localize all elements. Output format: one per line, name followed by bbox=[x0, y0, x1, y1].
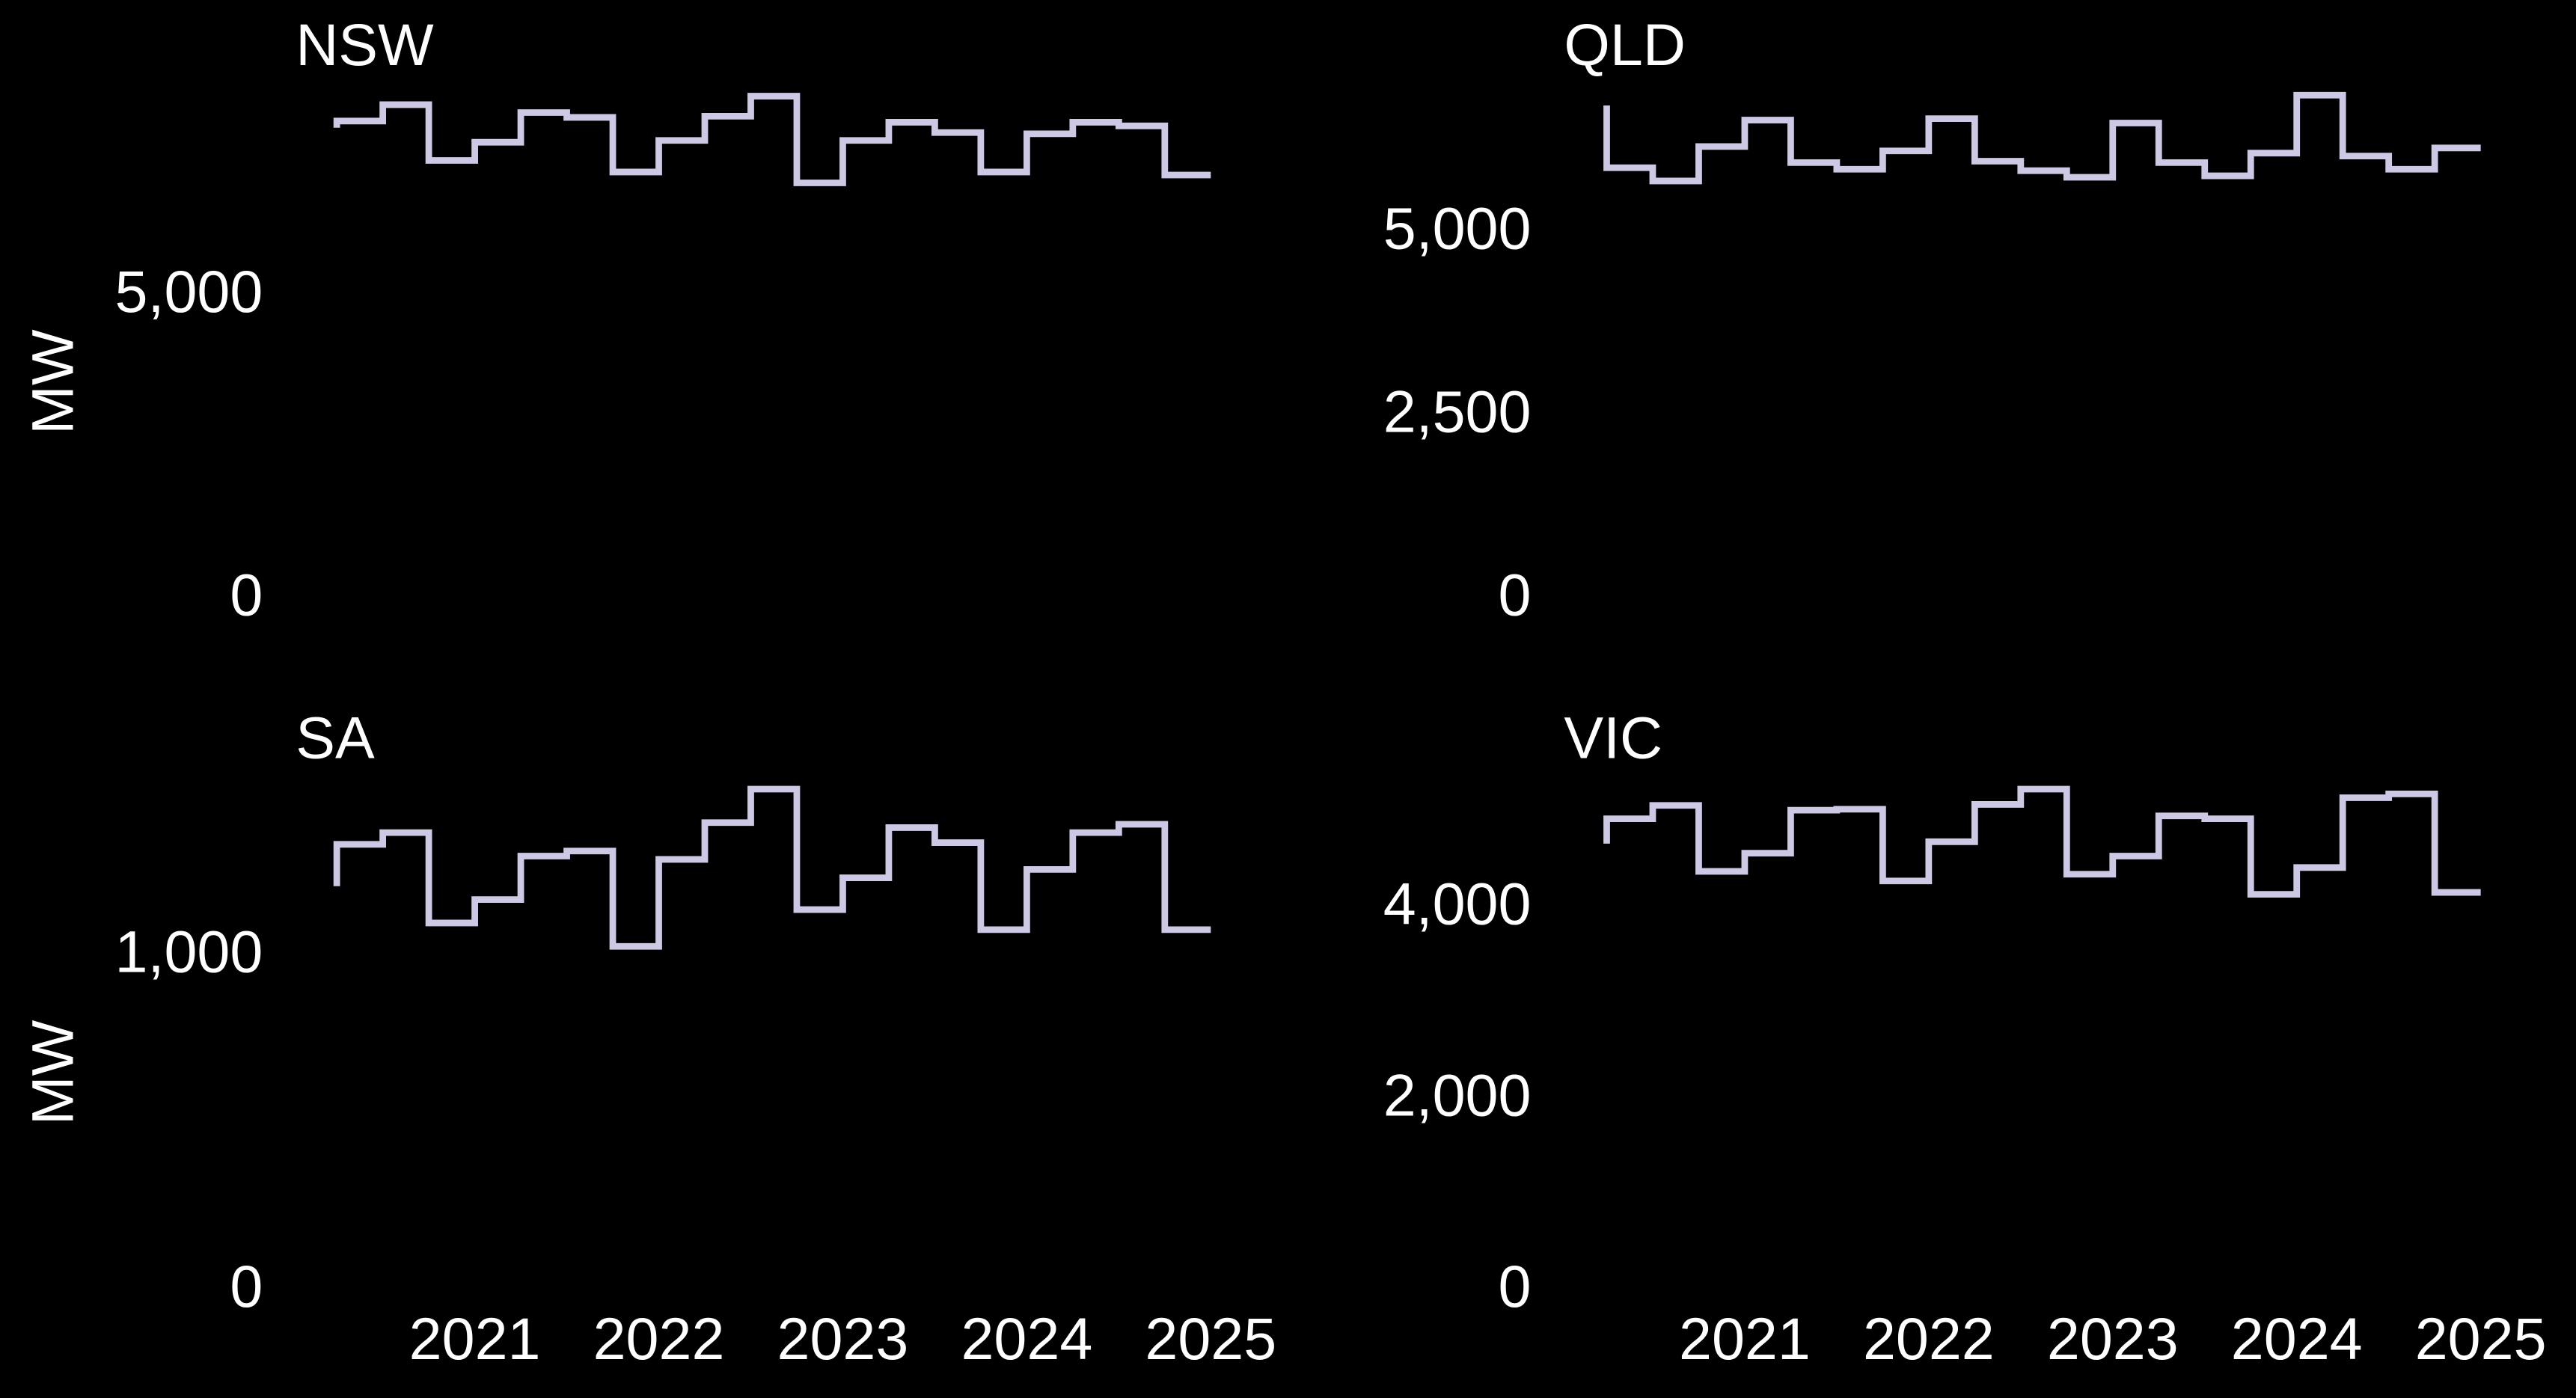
y-tick-label: 2,500 bbox=[1383, 378, 1532, 444]
y-tick-label: 1,000 bbox=[115, 919, 263, 985]
y-tick-label: 0 bbox=[230, 1253, 263, 1319]
x-tick-label: 2024 bbox=[961, 1305, 1092, 1372]
panel-title: SA bbox=[296, 705, 375, 771]
x-tick-label: 2021 bbox=[1679, 1305, 1811, 1372]
x-tick-label: 2024 bbox=[2231, 1305, 2363, 1372]
panel-title: VIC bbox=[1564, 705, 1662, 771]
data-line bbox=[333, 93, 1211, 186]
x-tick-label: 2021 bbox=[409, 1305, 541, 1372]
y-axis-label: MW bbox=[19, 329, 86, 435]
x-tick-label: 2025 bbox=[2415, 1305, 2547, 1372]
x-tick-label: 2022 bbox=[593, 1305, 725, 1372]
x-tick-label: 2025 bbox=[1145, 1305, 1276, 1372]
panel-title: NSW bbox=[296, 11, 434, 78]
y-tick-label: 5,000 bbox=[115, 258, 263, 325]
data-line bbox=[1603, 785, 2481, 898]
panel-title: QLD bbox=[1564, 11, 1686, 78]
data-line bbox=[1603, 91, 2481, 185]
y-axis-label: MW bbox=[19, 1020, 86, 1125]
data-line bbox=[333, 785, 1211, 950]
y-tick-label: 0 bbox=[230, 562, 263, 628]
x-tick-label: 2023 bbox=[2047, 1305, 2179, 1372]
x-tick-label: 2023 bbox=[777, 1305, 909, 1372]
y-tick-label: 2,000 bbox=[1383, 1061, 1532, 1128]
y-tick-label: 0 bbox=[1499, 1253, 1532, 1319]
y-tick-label: 0 bbox=[1499, 562, 1532, 628]
y-tick-label: 5,000 bbox=[1383, 194, 1532, 261]
x-tick-label: 2022 bbox=[1863, 1305, 1995, 1372]
y-tick-label: 4,000 bbox=[1383, 871, 1532, 937]
